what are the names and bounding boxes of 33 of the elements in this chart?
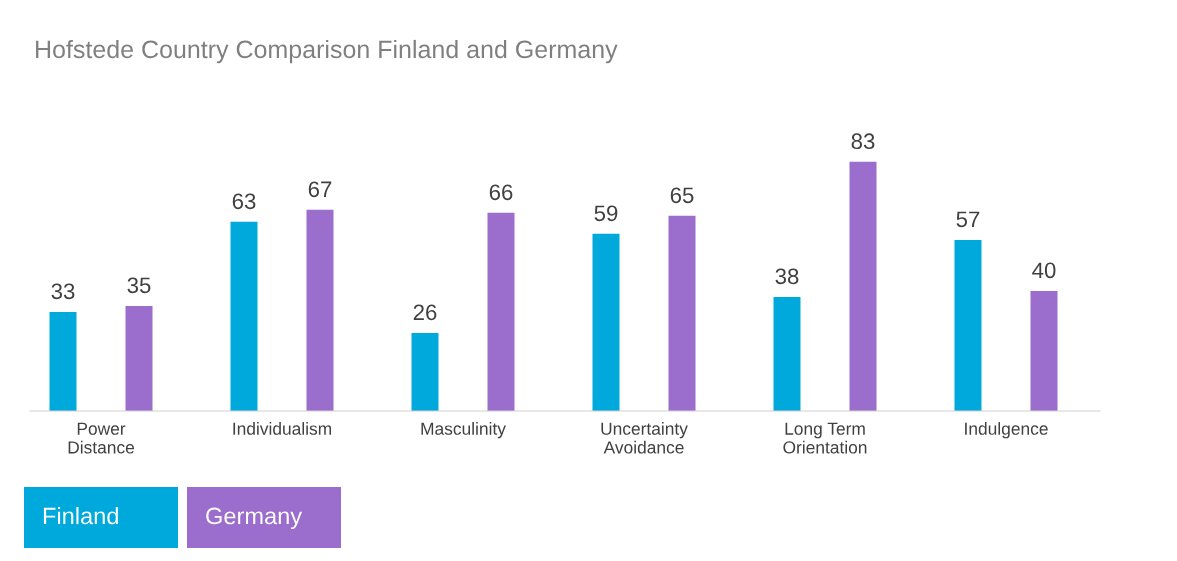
bar [49,311,77,411]
data-label: 57 [956,211,980,228]
data-label: 59 [594,205,618,222]
bar [487,212,515,411]
data-label: 63 [232,193,256,210]
bar [668,215,696,411]
text: Germany [206,507,303,529]
bar [125,305,153,411]
bar [849,161,877,411]
x-tick-label: Uncertainty Avoidance [601,422,688,454]
x-tick-label: Long Term Orientation [783,422,867,454]
x-tick-label: Indulgence [965,422,1048,439]
data-label: 33 [51,283,75,300]
data-label: 66 [489,184,513,201]
bar [411,332,439,411]
bar [592,233,620,411]
data-label: 67 [308,181,332,198]
data-label: 40 [1032,262,1056,279]
text: Finland [43,506,118,525]
bar [1030,290,1058,411]
data-label: 83 [851,133,875,150]
x-tick-label: Masculinity [421,422,506,439]
x-tick-label: Power Distance [68,422,134,454]
bar [306,209,334,411]
data-label: 38 [775,268,799,285]
bar [773,296,801,411]
chart-title: Hofstede Country Comparison Finland and Germany [36,39,618,64]
data-label: 65 [670,187,694,204]
data-label: 35 [127,277,151,294]
data-label: 26 [413,304,437,321]
x-tick-label: Individualism [233,422,332,435]
bar [954,239,982,411]
bar [230,221,258,411]
